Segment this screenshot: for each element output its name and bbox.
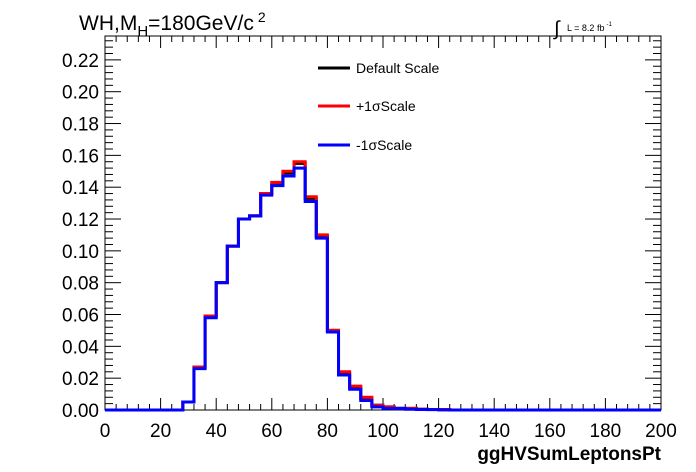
y-tick-label: 0.02 [62, 369, 99, 390]
legend-label-default: Default Scale [356, 60, 439, 76]
y-tick-label: 0.00 [62, 401, 99, 422]
x-tick-label: 60 [261, 421, 282, 442]
legend: Default Scale +1σScale -1σScale [318, 60, 439, 153]
y-tick-label: 0.20 [62, 83, 99, 104]
lumi-integral-symbol: ∫ [553, 18, 561, 40]
x-axis-label: ggHVSumLeptonsPt [477, 444, 661, 465]
series-minus-1sigma [105, 166, 661, 412]
axes: 0 20 40 60 80 100 120 140 160 180 200 0.00 0.02 0.04 0… [62, 36, 677, 442]
series-layer [105, 160, 661, 412]
y-tick-label: 0.04 [62, 337, 99, 358]
x-tick-label: 140 [478, 421, 510, 442]
x-tick-label: 40 [206, 421, 227, 442]
legend-label-plus: +1σScale [356, 98, 416, 114]
y-tick-label: 0.22 [62, 51, 99, 72]
chart-title: WH,MH=180GeV/c 2 [79, 9, 266, 40]
x-tick-label: 100 [367, 421, 399, 442]
plot-frame [104, 35, 662, 411]
series-default-scale [105, 161, 661, 412]
y-tick-label: 0.06 [62, 306, 99, 327]
y-tick-label: 0.10 [62, 242, 99, 263]
lumi-label: L = 8.2 fb -1 [567, 22, 612, 33]
y-tick-label: 0.12 [62, 210, 99, 231]
x-tick-label: 200 [645, 421, 677, 442]
x-tick-label: 160 [534, 421, 566, 442]
x-tick-label: 80 [317, 421, 338, 442]
legend-label-minus: -1σScale [356, 137, 412, 153]
x-tick-label: 0 [100, 421, 111, 442]
series-plus-1sigma [105, 160, 661, 412]
y-tick-label: 0.14 [62, 178, 99, 199]
y-tick-label: 0.16 [62, 146, 99, 167]
x-tick-label: 120 [423, 421, 455, 442]
y-tick-label: 0.08 [62, 274, 99, 295]
x-tick-label: 180 [590, 421, 622, 442]
x-tick-label: 20 [150, 421, 171, 442]
y-tick-label: 0.18 [62, 115, 99, 136]
